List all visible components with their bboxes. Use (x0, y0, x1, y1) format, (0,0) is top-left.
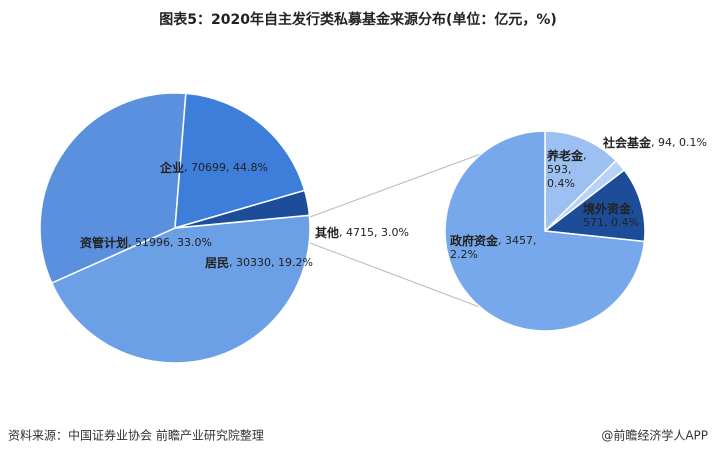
pie-slice (39, 92, 187, 285)
pie-slice (543, 169, 646, 243)
value-label: , 4715, 3.0% (339, 226, 409, 239)
pie-slice (50, 214, 311, 364)
data-label: 社会基金, 94, 0.1% (602, 135, 707, 150)
data-label: 资管计划, 51996, 33.0% (80, 235, 212, 250)
category-label: 养老金 (546, 148, 584, 163)
brand: @前瞻经济学人APP (601, 428, 708, 443)
value-label: 593, (547, 163, 572, 176)
pie-slice (174, 189, 311, 229)
data-label: 居民, 30330, 19.2% (205, 256, 313, 270)
data-label: 企业, 70699, 44.8% (159, 160, 268, 175)
value-label: , 30330, 19.2% (229, 256, 313, 269)
source: 资料来源：中国证券业协会 前瞻产业研究院整理 (8, 428, 264, 443)
category-label: 资管计划 (80, 235, 128, 250)
category-label: 政府资金 (450, 233, 499, 248)
value-label: , 70699, 44.8% (184, 161, 268, 174)
data-label: 养老金, (546, 148, 587, 163)
value-label: 2.2% (450, 248, 478, 261)
value-label: , 51996, 33.0% (128, 236, 212, 249)
data-label: 其他, 4715, 3.0% (315, 225, 409, 240)
pie-slice (544, 130, 618, 233)
value-label: 0.4% (547, 177, 575, 190)
category-label: 居民 (205, 256, 229, 270)
category-label: 企业 (159, 160, 184, 175)
value-label: , (631, 202, 635, 215)
category-label: 社会基金 (602, 135, 652, 150)
value-label: , 94, 0.1% (651, 136, 707, 149)
category-label: 境外资金 (583, 201, 632, 216)
pie-slice (444, 130, 646, 332)
value-label: , 3457, (498, 234, 536, 247)
chart-title: 图表5：2020年自主发行类私募基金来源分布(单位：亿元，%) (159, 11, 557, 28)
data-label: 政府资金, 3457, (450, 233, 537, 248)
category-label: 其他 (315, 225, 339, 240)
pie-slice (174, 92, 306, 230)
value-label: 571, 0.4% (583, 216, 639, 229)
data-label: 境外资金, (583, 201, 635, 216)
value-label: , (583, 149, 587, 162)
